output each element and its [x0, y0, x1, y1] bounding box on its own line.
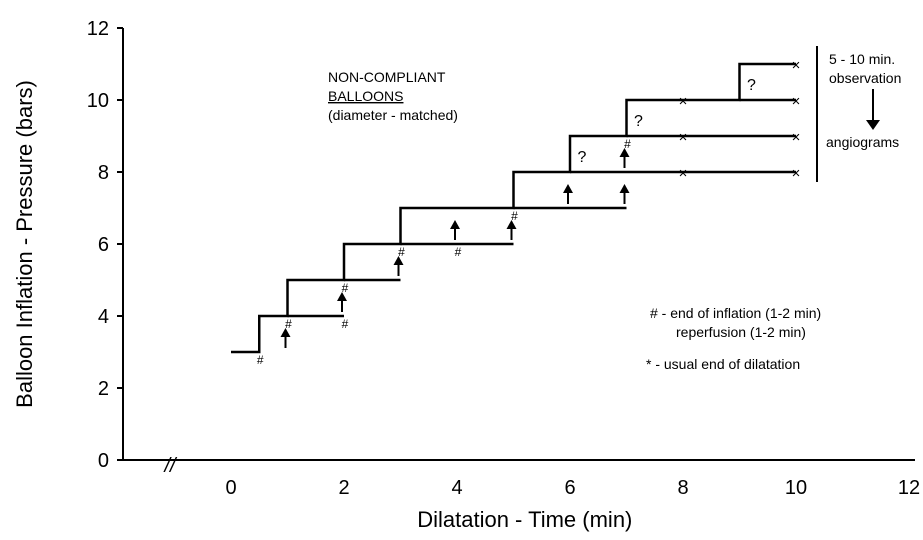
cross-mark-2: × — [679, 129, 688, 146]
legend-hash-line-2: reperfusion (1-2 min) — [676, 324, 806, 340]
cross-mark-6: × — [792, 57, 801, 74]
question-mark-0: ? — [578, 149, 587, 166]
cross-mark-3: × — [792, 129, 801, 146]
annotation-observation-3: angiograms — [826, 134, 899, 150]
y-axis-label: Balloon Inflation - Pressure (bars) — [12, 80, 37, 408]
hash-mark-5: # — [455, 245, 462, 259]
arrow-mark-1 — [337, 292, 347, 312]
annotation-balloon-title-2: BALLOONS — [328, 88, 403, 104]
arrow-mark-6 — [619, 184, 630, 204]
y-tick-label-4: 4 — [98, 306, 109, 328]
y-tick-label-2: 2 — [98, 378, 109, 400]
x-tick-label-2: 2 — [338, 477, 349, 499]
hash-mark-4: # — [398, 245, 405, 259]
cross-mark-5: × — [792, 93, 801, 110]
arrow-mark-4 — [506, 220, 517, 240]
staircase-series — [231, 62, 796, 354]
annotation-balloon-title-3: (diameter - matched) — [328, 107, 458, 123]
observation-arrow-head — [866, 120, 880, 130]
hash-mark-6: # — [511, 209, 518, 223]
hash-mark-1: # — [285, 317, 292, 331]
x-axis-label: Dilatation - Time (min) — [417, 507, 632, 532]
hash-mark-2: # — [342, 317, 349, 331]
x-tick-label-12: 12 — [898, 477, 920, 499]
arrow-mark-5 — [563, 184, 573, 204]
arrow-mark-0 — [280, 328, 291, 348]
annotation-observation-1: 5 - 10 min. — [829, 51, 895, 67]
y-tick-label-10: 10 — [87, 90, 109, 112]
x-tick-label-0: 0 — [225, 477, 236, 499]
staircase-line — [231, 62, 796, 354]
cross-mark-4: × — [679, 93, 688, 110]
cross-mark-0: × — [679, 165, 688, 182]
question-mark-1: ? — [634, 113, 643, 130]
arrow-mark-2 — [393, 256, 404, 276]
hash-mark-7: # — [624, 137, 631, 151]
x-tick-label-8: 8 — [677, 477, 688, 499]
x-tick-label-4: 4 — [451, 477, 462, 499]
question-mark-2: ? — [747, 77, 756, 94]
legend-star-line: * - usual end of dilatation — [646, 356, 800, 372]
hash-mark-3: # — [342, 281, 349, 295]
y-tick-label-0: 0 — [98, 450, 109, 472]
axis-break-symbol: // — [162, 455, 178, 477]
x-tick-label-6: 6 — [564, 477, 575, 499]
legend-hash-line-1: # - end of inflation (1-2 min) — [650, 305, 821, 321]
hash-mark-0: # — [257, 353, 264, 367]
arrow-mark-3 — [450, 220, 460, 240]
arrow-mark-7 — [619, 148, 630, 168]
markers: # # # # # # # #??? × × × × × × × — [257, 57, 800, 367]
y-tick-label-6: 6 — [98, 234, 109, 256]
annotation-observation-2: observation — [829, 70, 901, 86]
axes: 0 2 4 6 8 10 12 0 2 4 6 8 10 12 // Dilatation - Time (m… — [12, 18, 920, 532]
x-tick-label-10: 10 — [785, 477, 807, 499]
cross-mark-1: × — [792, 165, 801, 182]
annotation-balloon-title-1: NON-COMPLIANT — [328, 69, 446, 85]
y-tick-label-12: 12 — [87, 18, 109, 40]
y-tick-label-8: 8 — [98, 162, 109, 184]
